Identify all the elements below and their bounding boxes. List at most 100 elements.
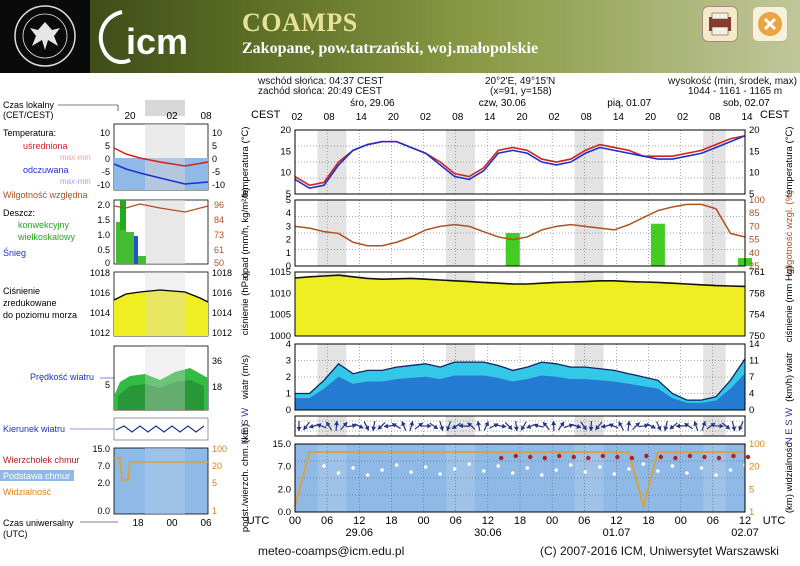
location-title: Zakopane, pow.tatrzański, woj.małopolski…: [242, 40, 538, 58]
top-hour-label: 08: [452, 112, 464, 123]
bottom-hour-label: 12: [482, 515, 494, 527]
footer-email-link[interactable]: meteo-coamps@icm.edu.pl: [258, 544, 404, 558]
cloud-base-dot: [366, 473, 370, 477]
precip-bar: [651, 224, 665, 266]
legend-temp-rtick-3: -5: [212, 167, 220, 177]
legend-rh-tick-0: 96: [214, 200, 224, 210]
legend-temp-tick-3: -5: [102, 167, 110, 177]
day-label-top: śro, 29.06: [350, 98, 395, 109]
cloud-top-dot: [543, 456, 547, 460]
ytick-wind: 1: [286, 389, 291, 400]
cloud-base-dot: [438, 472, 442, 476]
legend-temp-tick-0: 10: [100, 128, 110, 138]
cloud-top-dot: [644, 454, 648, 458]
ytick-precip_humidity: 85: [749, 208, 760, 219]
bottom-hour-2: 06: [200, 518, 212, 529]
close-icon: [753, 7, 787, 41]
cloud-base-dot: [685, 471, 689, 475]
legend-cloud-tick-1: 7.0: [97, 461, 110, 471]
top-hour-label: 14: [613, 112, 625, 123]
uw-logo: [0, 0, 90, 73]
top-hour-label: 02: [291, 112, 303, 123]
ylabel-wind-left: wiatr (m/s): [240, 355, 251, 400]
legend-pressure-1: Ciśnienie: [3, 286, 40, 296]
legend-max-min-2: max-min: [60, 177, 91, 186]
legend-pressure-2: zredukowane: [3, 298, 57, 308]
bottom-hour-label: 12: [610, 515, 622, 527]
cloud-base-dot: [584, 470, 588, 474]
legend-humidity: Wilgotność względna: [3, 190, 88, 200]
bottom-hour-label: 18: [642, 515, 654, 527]
legend-pres-rtick-3: 1012: [212, 328, 232, 338]
legend-max-min-1: max-min: [60, 153, 91, 162]
top-hour-label: 14: [484, 112, 496, 123]
top-hour-label: 02: [677, 112, 689, 123]
cloud-base-dot: [569, 463, 573, 467]
eagle-icon: [30, 22, 60, 50]
bottom-hour-label: 00: [675, 515, 687, 527]
cloud-base-dot: [380, 468, 384, 472]
top-hour-label: 14: [356, 112, 368, 123]
legend-temp-tick-1: 5: [105, 141, 110, 151]
printer-icon: [703, 7, 737, 41]
legend-cloud-tick-0: 15.0: [92, 444, 110, 454]
top-hour-label: 02: [549, 112, 561, 123]
legend-cloud-base: Podstawa chmur: [3, 471, 70, 481]
app-title: COAMPS: [242, 8, 358, 38]
legend-wind-speed: Prędkość wiatru: [30, 372, 94, 382]
bottom-hour-label: 06: [450, 515, 462, 527]
cloud-base-dot: [409, 470, 413, 474]
cloud-base-dot: [554, 468, 558, 472]
legend-wind-dir: Kierunek wiatru: [3, 424, 65, 434]
cloud-base-dot: [627, 467, 631, 471]
cloud-base-dot: [424, 465, 428, 469]
legend-pres-tick-0: 1018: [90, 268, 110, 278]
footer-copyright: (C) 2007-2016 ICM, Uniwersytet Warszawsk…: [540, 544, 779, 558]
legend-temp-rtick-2: 0: [212, 154, 217, 164]
cloud-top-dot: [688, 454, 692, 458]
close-button[interactable]: [752, 6, 788, 42]
ylabel-wind-dir-right: N E S W: [784, 408, 795, 444]
day-label-bottom: 02.07: [731, 527, 759, 539]
ytick-wind: 0: [286, 405, 291, 416]
cloud-base-dot: [337, 471, 341, 475]
bottom-hour-label: 18: [514, 515, 526, 527]
legend-temp-rtick-4: -10: [212, 180, 225, 190]
cloud-base-dot: [395, 463, 399, 467]
day-label-bottom: 29.06: [346, 527, 374, 539]
cloud-top-dot: [615, 455, 619, 459]
legend-rh-tick-4: 50: [214, 258, 224, 268]
day-label-top: pią, 01.07: [607, 98, 651, 109]
ytick-pressure: 1015: [270, 267, 291, 278]
ytick-wind: 11: [749, 356, 759, 367]
ytick-temperature: 15: [280, 146, 291, 157]
legend-precip: Deszcz:: [3, 208, 35, 218]
cloud-top-dot: [746, 455, 750, 459]
bottom-hour-label: 06: [321, 515, 333, 527]
cloud-top-dot: [601, 454, 605, 458]
legend-large-scale: wielkoskalowy: [17, 232, 76, 242]
cloud-base-dot: [322, 464, 326, 468]
cloud-base-dot: [642, 462, 646, 466]
day-label-bottom: 01.07: [603, 527, 631, 539]
legend-averaged: uśredniona: [23, 141, 68, 151]
ytick-precip_humidity: 2: [286, 235, 291, 246]
utc-right: UTC: [763, 515, 786, 527]
legend-rh-tick-1: 84: [214, 215, 224, 225]
legend-temp-rtick-0: 10: [212, 128, 222, 138]
legend-cloud-tick-2: 2.0: [97, 478, 110, 488]
day-label-top: sob, 02.07: [723, 98, 770, 109]
cloud-top-dot: [499, 456, 503, 460]
print-button[interactable]: [702, 6, 738, 42]
cloud-base-dot: [496, 464, 500, 468]
legend-precip-tick-0: 2.0: [97, 200, 110, 210]
icm-logo: icm: [92, 6, 210, 68]
ytick-clouds: 7.0: [278, 462, 291, 473]
legend-temp-tick-4: -10: [97, 180, 110, 190]
cloud-base-dot: [714, 473, 718, 477]
cloud-top-dot: [702, 455, 706, 459]
ytick-clouds: 100: [749, 439, 765, 450]
cloud-base-dot: [729, 468, 733, 472]
cloud-base-dot: [482, 469, 486, 473]
